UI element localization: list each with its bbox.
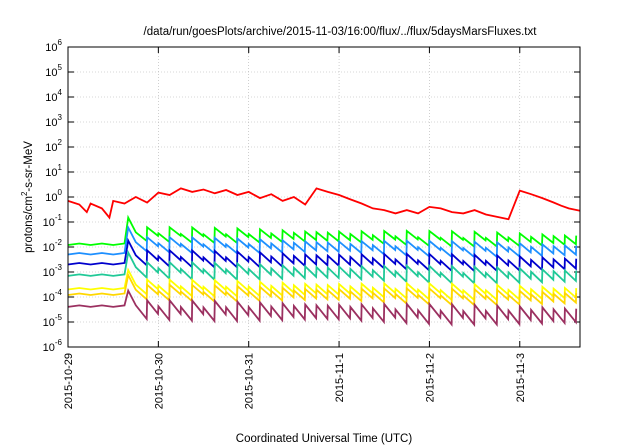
y-tick-label: 106	[45, 38, 62, 54]
series-lines	[67, 187, 581, 328]
y-tick-label: 101	[45, 163, 62, 179]
x-tick-label: 2015-11-1	[334, 353, 346, 402]
x-tick-label: 2015-10-29	[63, 353, 75, 409]
x-tick-label: 2015-11-2	[424, 353, 436, 402]
y-axis-label-post: -s-sr-MeV	[23, 141, 35, 192]
y-tick-label: 10-6	[43, 338, 63, 354]
x-axis-label: Coordinated Universal Time (UTC)	[236, 433, 413, 445]
series-line-4	[67, 237, 578, 274]
y-axis-label-pre: protons/cm	[23, 196, 35, 253]
x-axis-ticks: 2015-10-29 2015-10-30 2015-10-31 2015-11-1 2…	[63, 47, 527, 409]
y-tick-label: 105	[45, 63, 62, 79]
y-tick-label: 100	[45, 188, 62, 204]
y-axis-ticks: 10-6 10-5 10-4 10-3 10-2 10-1 100 101 102 103 104 1…	[43, 38, 580, 354]
y-axis-label: protons/cm2-s-sr-MeV	[20, 141, 35, 253]
x-tick-label: 2015-11-3	[515, 353, 527, 402]
plot-frame	[67, 46, 581, 348]
y-tick-label: 10-1	[43, 213, 63, 229]
y-axis-label-sup: 2	[20, 191, 29, 196]
series-line-8	[67, 288, 578, 328]
series-line-5	[67, 249, 578, 286]
grid	[67, 47, 580, 347]
series-line-7	[67, 272, 578, 308]
y-tick-label: 102	[45, 138, 62, 154]
x-tick-label: 2015-10-31	[244, 353, 256, 409]
y-tick-label: 10-5	[43, 313, 63, 329]
x-tick-label: 2015-10-30	[153, 353, 165, 409]
series-line-2	[67, 214, 578, 249]
y-tick-label: 10-4	[43, 288, 63, 304]
y-tick-label: 10-3	[43, 263, 63, 279]
y-tick-label: 10-2	[43, 238, 63, 254]
series-line-1	[67, 187, 581, 221]
chart-title: /data/run/goesPlots/archive/2015-11-03/1…	[144, 26, 538, 38]
y-tick-label: 103	[45, 113, 62, 129]
y-tick-label: 104	[45, 88, 62, 104]
series-line-3	[67, 224, 578, 259]
